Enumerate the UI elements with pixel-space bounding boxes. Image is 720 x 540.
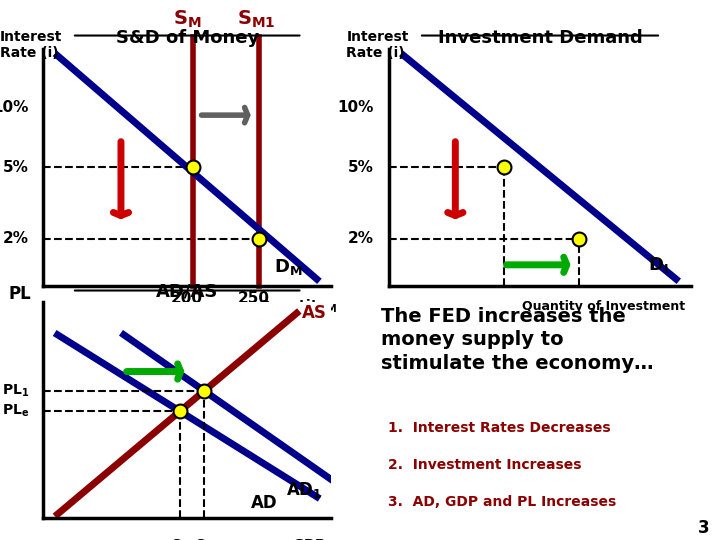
Text: Quantity of Investment: Quantity of Investment [522, 300, 685, 313]
Title: AD/AS: AD/AS [156, 283, 218, 301]
Title: S&D of Money: S&D of Money [116, 29, 258, 47]
Text: $\mathbf{Q_e}$: $\mathbf{Q_e}$ [170, 538, 190, 540]
Text: PL: PL [9, 285, 32, 303]
Title: Investment Demand: Investment Demand [438, 29, 642, 47]
Text: 3: 3 [698, 519, 709, 537]
Text: $\mathbf{S_M}$: $\mathbf{S_M}$ [173, 8, 202, 30]
Text: 10%: 10% [337, 100, 374, 116]
Text: $\mathbf{S_{M1}}$: $\mathbf{S_{M1}}$ [237, 8, 276, 30]
Text: 200: 200 [171, 291, 203, 306]
Text: AD: AD [251, 494, 277, 512]
Text: The FED increases the
money supply to
stimulate the economy…: The FED increases the money supply to st… [381, 307, 654, 373]
Text: $\mathbf{GDP_R}$: $\mathbf{GDP_R}$ [292, 538, 334, 540]
Text: 2%: 2% [348, 231, 374, 246]
Text: 2.  Investment Increases: 2. Investment Increases [387, 458, 581, 472]
Text: $\mathbf{Q_1}$: $\mathbf{Q_1}$ [194, 538, 215, 540]
Text: 10%: 10% [0, 100, 29, 116]
Text: AS: AS [302, 304, 328, 322]
Text: Interest
Rate (i): Interest Rate (i) [0, 30, 63, 60]
Text: 250: 250 [238, 291, 269, 306]
Text: 2%: 2% [3, 231, 29, 246]
Text: 5%: 5% [348, 160, 374, 175]
Text: 3.  AD, GDP and PL Increases: 3. AD, GDP and PL Increases [387, 495, 616, 509]
Text: $\mathbf{PL_e}$: $\mathbf{PL_e}$ [1, 403, 29, 420]
Text: $\mathbf{D_M}$: $\mathbf{D_M}$ [274, 257, 302, 277]
Text: 5%: 5% [3, 160, 29, 175]
Text: Interest
Rate (i): Interest Rate (i) [346, 30, 409, 60]
Text: Quantity$_\mathbf{M}$: Quantity$_\mathbf{M}$ [258, 297, 337, 315]
Text: $\mathbf{AD_1}$: $\mathbf{AD_1}$ [287, 480, 323, 501]
Text: $\mathbf{PL_1}$: $\mathbf{PL_1}$ [1, 383, 29, 399]
Text: 1.  Interest Rates Decreases: 1. Interest Rates Decreases [387, 421, 611, 435]
Text: $\mathbf{D_I}$: $\mathbf{D_I}$ [648, 254, 668, 274]
